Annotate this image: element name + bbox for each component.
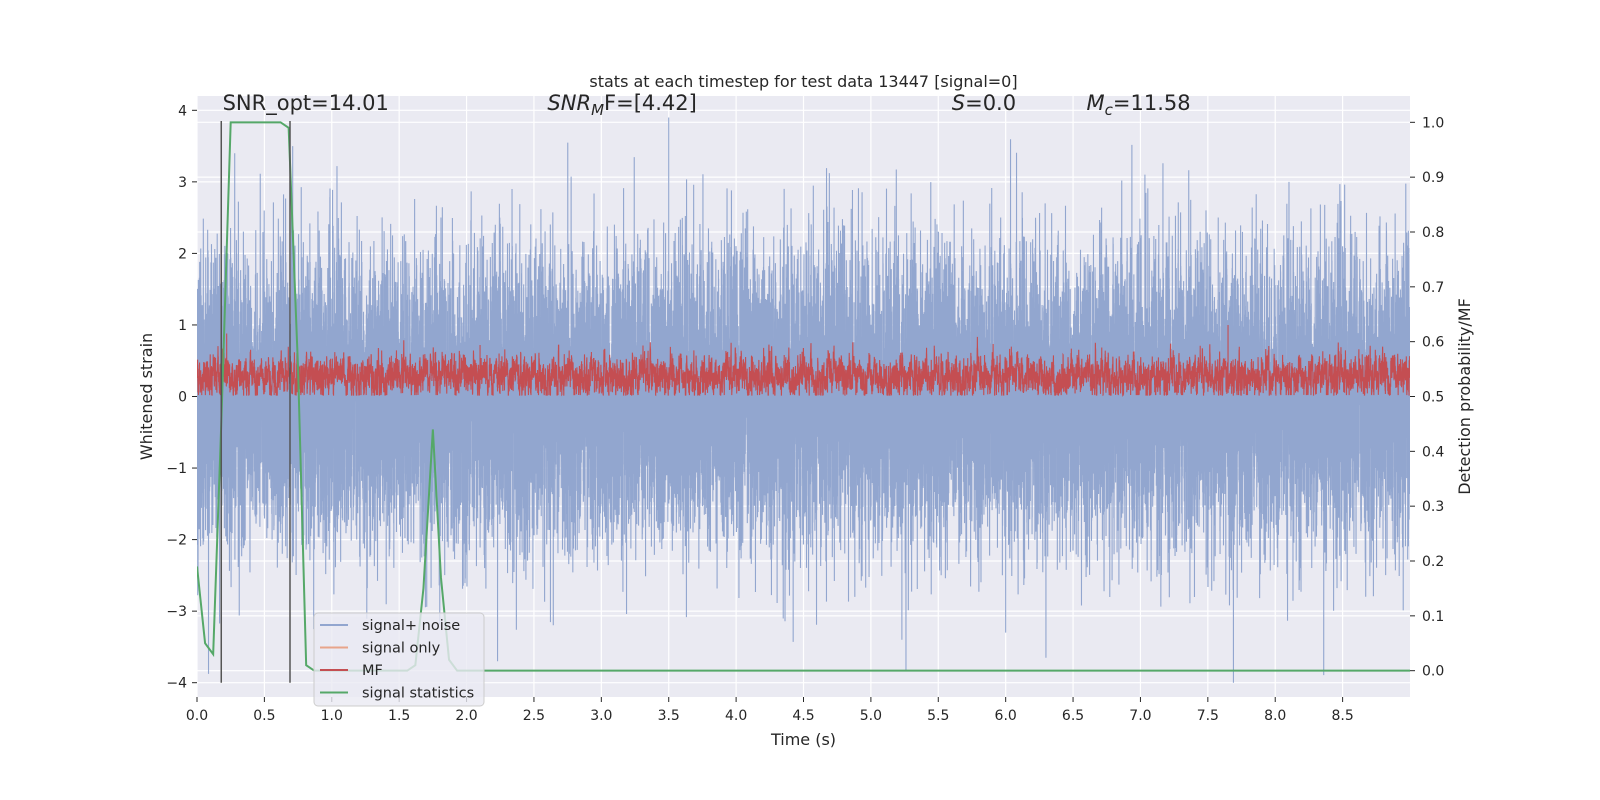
y-tick-label: −1 [166, 461, 187, 477]
y-tick-label: −2 [166, 533, 187, 549]
y-tick-label: 3 [178, 175, 187, 191]
x-tick-label: 3.5 [658, 708, 680, 724]
y-right-axis-label: Detection probability/MF [1455, 298, 1474, 495]
annotation-snr-opt: SNR_opt=14.01 [223, 91, 389, 116]
x-tick-label: 8.0 [1264, 708, 1286, 724]
series-signal-noise-line [197, 117, 1410, 683]
legend-box [313, 612, 485, 707]
legend-label: signal statistics [362, 686, 474, 702]
y-tick-label: 0 [178, 390, 187, 406]
x-tick-label: 3.0 [590, 708, 612, 724]
series-mf-line [197, 324, 1410, 398]
y-right-tick-label: 0.1 [1422, 609, 1444, 625]
y-right-tick-label: 0.7 [1422, 280, 1444, 296]
annotation-snr-mf: SNRMF=[4.42] [547, 91, 696, 119]
y-right-tick-label: 0.5 [1422, 390, 1444, 406]
x-tick-label: 6.5 [1062, 708, 1084, 724]
x-tick-label: 2.5 [523, 708, 545, 724]
x-tick-label: 1.0 [321, 708, 343, 724]
y-tick-label: −4 [166, 676, 187, 692]
y-tick-label: 4 [178, 103, 187, 119]
legend: signal+ noise signal only MF signal statist… [313, 612, 485, 707]
annotation-s-val: S=0.0 [952, 91, 1016, 115]
annotation-mc-val: Mc=11.58 [1087, 91, 1191, 119]
chart-title: stats at each timestep for test data 134… [589, 72, 1017, 91]
x-tick-label: 8.5 [1331, 708, 1353, 724]
y-right-tick-label: 0.4 [1422, 444, 1444, 460]
x-tick-label: 4.0 [725, 708, 747, 724]
y-right-tick-label: 0.3 [1422, 499, 1444, 515]
y-axis-label: Whitened strain [137, 333, 156, 460]
x-axis-label: Time (s) [770, 730, 836, 749]
y-right-tick-label: 0.8 [1422, 225, 1444, 241]
y-right-tick-label: 0.9 [1422, 170, 1444, 186]
legend-label: MF [362, 663, 383, 679]
y-right-tick-label: 0.0 [1422, 664, 1444, 680]
axes: 0.0 0.5 1.0 1.5 2.0 2.5 3.0 3.5 4.0 4.5 5.0 5.5 6.0 6… [137, 72, 1474, 749]
x-tick-label: 7.5 [1197, 708, 1219, 724]
y-tick-label: −3 [166, 604, 187, 620]
annotations: SNR_opt=14.01 SNRMF=[4.42] S=0.0 Mc=11.58 [223, 91, 1191, 119]
y-right-tick-label: 1.0 [1422, 115, 1444, 131]
y-right-tick-label: 0.6 [1422, 335, 1444, 351]
legend-label: signal only [362, 641, 441, 657]
x-tick-label: 5.5 [927, 708, 949, 724]
x-tick-label: 0.0 [186, 708, 208, 724]
y-tick-label: 2 [178, 246, 187, 262]
plot-area: 0.0 0.5 1.0 1.5 2.0 2.5 3.0 3.5 4.0 4.5 5.0 5.5 6.0 6… [137, 72, 1474, 749]
x-tick-label: 4.5 [792, 708, 814, 724]
x-tick-label: 6.0 [995, 708, 1017, 724]
y-tick-label: 1 [178, 318, 187, 334]
legend-label: signal+ noise [362, 618, 460, 634]
x-tick-label: 2.0 [455, 708, 477, 724]
x-tick-label: 5.0 [860, 708, 882, 724]
x-tick-label: 1.5 [388, 708, 410, 724]
x-tick-label: 7.0 [1129, 708, 1151, 724]
x-tick-label: 0.5 [253, 708, 275, 724]
y-right-tick-label: 0.2 [1422, 554, 1444, 570]
